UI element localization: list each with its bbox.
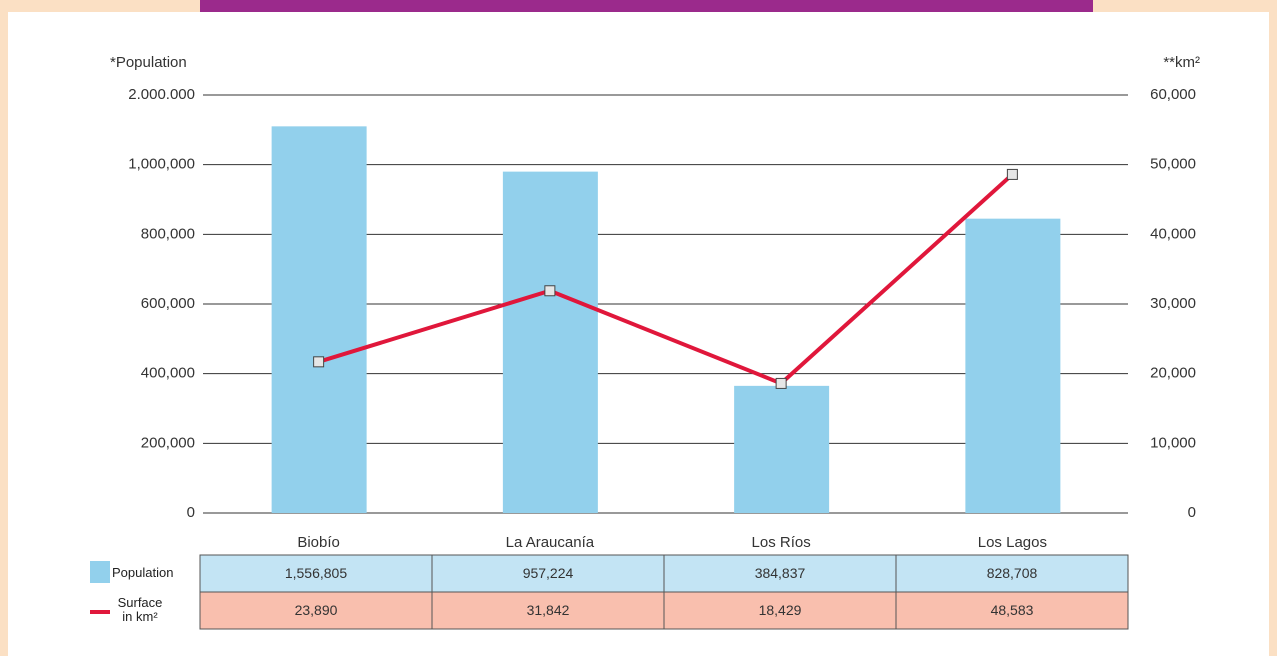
y-tick-label: 600,000 <box>141 295 195 312</box>
y2-tick-label: 10,000 <box>1150 434 1196 451</box>
y2-tick-label: 20,000 <box>1150 365 1196 382</box>
y2-tick-label: 60,000 <box>1150 86 1196 103</box>
table-cell: 828,708 <box>987 565 1038 581</box>
y-tick-label: 2.000.000 <box>128 86 195 103</box>
table-cell: 957,224 <box>523 565 574 581</box>
marker <box>775 377 787 389</box>
y-tick-label: 400,000 <box>141 365 195 382</box>
y-tick-label: 0 <box>187 504 195 521</box>
y-tick-label: 1,000,000 <box>128 156 195 173</box>
marker <box>1006 168 1018 180</box>
table-cell: 384,837 <box>755 565 806 581</box>
table-cell: 18,429 <box>759 602 802 618</box>
y2-tick-label: 40,000 <box>1150 225 1196 242</box>
y2-axis-label: **km² <box>1163 54 1200 71</box>
table-cell: 31,842 <box>527 602 570 618</box>
x-tick-label: Los Ríos <box>752 534 811 551</box>
bar <box>734 385 830 513</box>
x-tick-label: Los Lagos <box>978 534 1047 551</box>
y-tick-label: 200,000 <box>141 434 195 451</box>
legend-label: Population <box>112 565 174 580</box>
y2-tick-label: 30,000 <box>1150 295 1196 312</box>
marker <box>313 356 325 368</box>
marker <box>544 285 556 297</box>
legend-swatch <box>90 561 110 583</box>
bar <box>271 126 367 513</box>
table-cell: 23,890 <box>295 602 338 618</box>
x-tick-label: Biobío <box>297 534 340 551</box>
y2-tick-label: 0 <box>1188 504 1196 521</box>
bar <box>502 171 598 513</box>
table-cell: 1,556,805 <box>285 565 347 581</box>
bar <box>965 218 1061 514</box>
x-tick-label: La Araucanía <box>506 534 595 551</box>
legend-label: Surface in km² <box>117 595 163 624</box>
table-cell: 48,583 <box>991 602 1034 618</box>
top-bar <box>200 0 1093 12</box>
y-tick-label: 800,000 <box>141 225 195 242</box>
line <box>318 172 1014 386</box>
y-axis-label: *Population <box>110 54 187 71</box>
y2-tick-label: 50,000 <box>1150 156 1196 173</box>
